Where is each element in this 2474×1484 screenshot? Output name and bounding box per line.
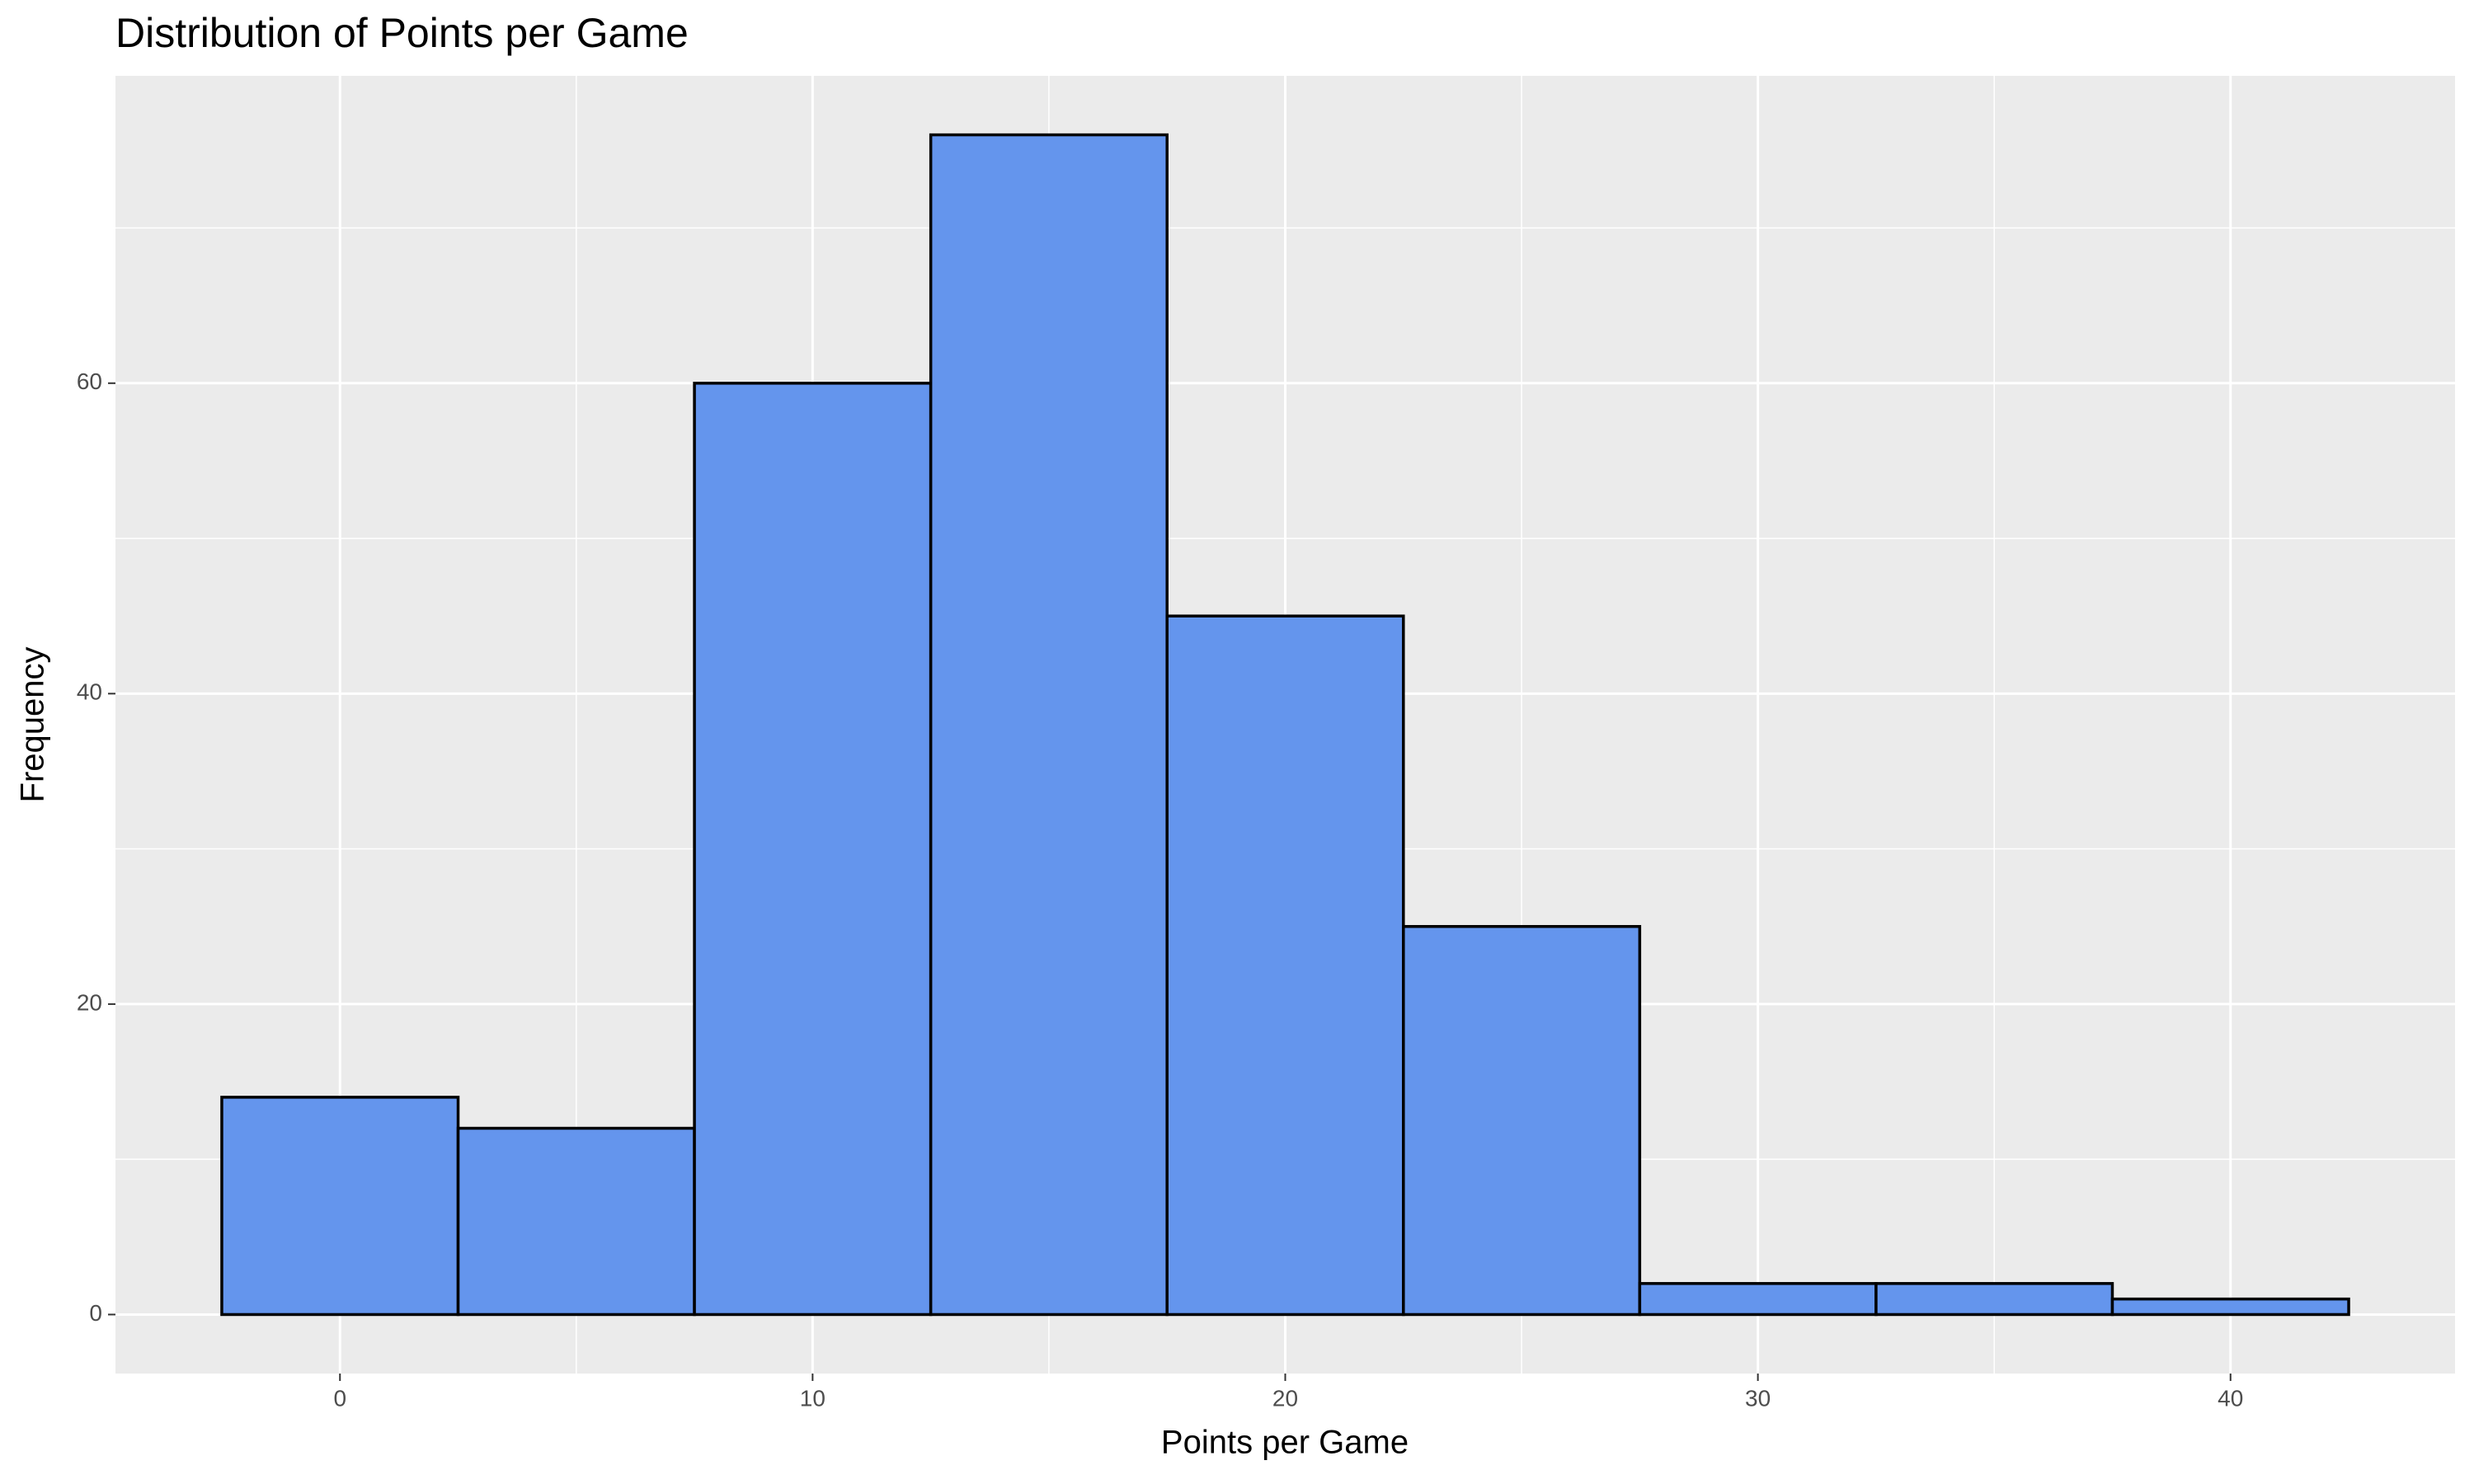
bar [693,382,933,1317]
bar [1874,1282,2114,1317]
bar [1165,614,1405,1317]
x-tick-label: 40 [2218,1385,2243,1411]
bar [929,133,1169,1317]
bar [2110,1297,2350,1317]
y-axis-title: Frequency [15,647,51,803]
chart-title: Distribution of Points per Game [115,10,689,56]
x-axis-title: Points per Game [1161,1425,1409,1461]
y-tick-label: 20 [77,989,102,1015]
y-tick-label: 0 [89,1300,102,1326]
y-tick-label: 60 [77,369,102,394]
bar [1402,925,1642,1317]
x-tick-label: 20 [1272,1385,1298,1411]
x-tick-label: 30 [1745,1385,1771,1411]
y-tick-label: 40 [77,679,102,705]
bar [1638,1282,1878,1317]
x-tick-label: 0 [333,1385,346,1411]
x-tick-label: 10 [800,1385,825,1411]
bar [220,1096,460,1317]
bar [456,1126,696,1317]
